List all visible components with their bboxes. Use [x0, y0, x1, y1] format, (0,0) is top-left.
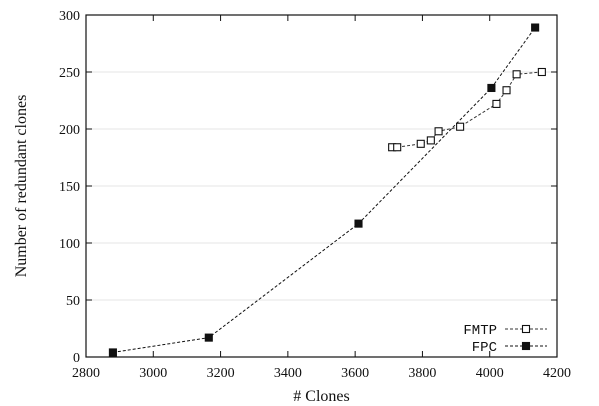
data-point-fmtp [502, 86, 511, 95]
legend-marker-fmtp [521, 324, 531, 334]
x-tick-label: 3000 [139, 366, 167, 381]
data-point-fpc [108, 348, 117, 357]
axis-ticks: 0 50 100 150 200 250 300 2800 3000 3200 3400 3600 38… [59, 9, 571, 381]
x-tick-label: 2800 [72, 366, 100, 381]
legend-label-fmtp: FMTP [463, 323, 497, 339]
data-point-fmtp [426, 136, 435, 145]
x-axis-title: # Clones [293, 388, 349, 405]
data-point-fmtp [456, 122, 465, 131]
data-point-fmtp [393, 143, 402, 152]
data-point-fpc [487, 83, 496, 93]
x-tick-label: 4000 [476, 366, 504, 381]
y-tick-label: 150 [59, 180, 80, 195]
data-point-fmtp [512, 70, 521, 79]
data-point-fpc [354, 219, 363, 228]
series-group [108, 23, 546, 357]
data-point-fmtp [492, 99, 501, 108]
data-point-fmtp [434, 127, 443, 136]
legend-marker-fpc [521, 341, 531, 351]
data-point-fmtp [537, 67, 546, 77]
x-tick-label: 3200 [207, 366, 235, 381]
y-axis-title: Number of redundant clones [13, 95, 30, 278]
x-tick-label: 4200 [543, 366, 571, 381]
y-tick-label: 300 [59, 9, 80, 24]
x-tick-label: 3800 [408, 366, 436, 381]
x-tick-label: 3400 [274, 366, 302, 381]
y-tick-label: 50 [66, 294, 80, 309]
y-tick-label: 200 [59, 123, 80, 138]
y-tick-label: 100 [59, 237, 80, 252]
y-tick-label: 0 [73, 351, 80, 366]
legend-label-fpc: FPC [472, 340, 497, 356]
series-line-fmtp [392, 71, 542, 148]
data-point-fpc [204, 333, 213, 342]
series-line-fpc [112, 27, 536, 353]
y-tick-label: 250 [59, 66, 80, 81]
grid [86, 71, 557, 301]
data-point-fmtp [416, 139, 425, 148]
data-point-fpc [531, 23, 540, 32]
x-tick-label: 3600 [341, 366, 369, 381]
